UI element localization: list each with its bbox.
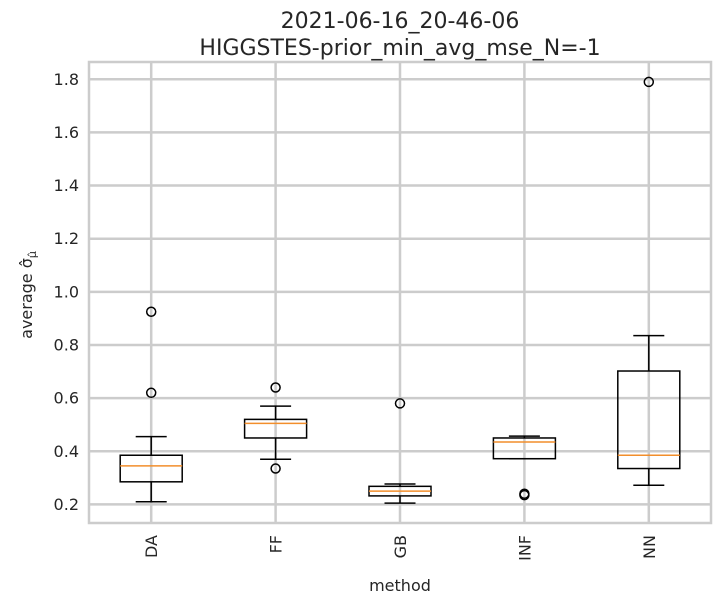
outlier-point — [145, 306, 157, 318]
y-axis-label-main: average σ̂ — [17, 258, 36, 339]
iqr-box — [243, 418, 308, 439]
chart-title-line1: 2021-06-16_20-46-06 — [281, 9, 520, 34]
x-tick-label: INF — [515, 535, 534, 561]
y-tick-label: 0.6 — [54, 389, 79, 408]
grid-lines — [89, 62, 711, 523]
y-tick-label: 1.6 — [54, 123, 79, 142]
outlier-point — [519, 489, 530, 501]
y-tick-label: 0.4 — [54, 442, 79, 461]
y-tick-label: 0.8 — [54, 335, 79, 354]
box-ff — [243, 382, 308, 474]
outlier-point — [394, 398, 406, 409]
outlier-point — [643, 76, 655, 88]
box-da — [119, 306, 183, 503]
x-axis-label: method — [369, 576, 431, 595]
y-axis-label-subscript: μ̂ — [26, 251, 39, 258]
outlier-point — [270, 463, 281, 474]
x-tick-label: NN — [640, 535, 659, 559]
chart-title-line2: HIGGSTES-prior_min_avg_mse_N=-1 — [199, 36, 600, 61]
iqr-box — [119, 454, 183, 483]
iqr-box — [617, 370, 681, 470]
y-tick-label: 0.2 — [54, 495, 79, 514]
boxes — [119, 76, 681, 504]
box-nn — [617, 76, 681, 487]
y-tick-labels: 0.2 0.4 0.6 0.8 1.0 1.2 1.4 1.6 1.8 — [54, 70, 79, 514]
outlier-point — [270, 382, 281, 393]
y-tick-label: 1.2 — [54, 229, 79, 248]
x-tick-labels: DA FF GB INF NN — [142, 535, 659, 561]
outlier-point — [145, 387, 157, 399]
x-tick-label: GB — [391, 535, 410, 558]
y-tick-label: 1.0 — [54, 282, 79, 301]
iqr-box — [492, 437, 557, 460]
y-tick-label: 1.8 — [54, 70, 79, 89]
y-tick-label: 1.4 — [54, 176, 79, 195]
x-tick-label: DA — [142, 535, 161, 558]
y-axis-label: average σ̂μ̂ — [17, 251, 39, 339]
x-tick-label: FF — [267, 535, 286, 553]
box-inf — [492, 435, 557, 501]
box-gb — [368, 398, 432, 504]
plot-frame — [87, 60, 713, 525]
